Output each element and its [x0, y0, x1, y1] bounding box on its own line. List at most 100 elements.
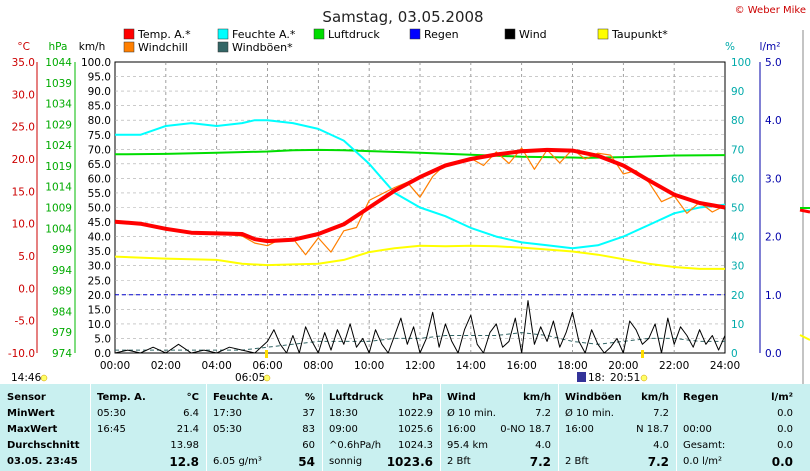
stats-header-row: Regen l/m² [677, 391, 801, 405]
stats-column-rain: Regen l/m² 0.0 00:00 0.0 Gesamt: 0.0 0.0 l/m² 0.… [676, 384, 801, 471]
pressure-tick-label: 984 [52, 306, 72, 318]
wind-tick-label: 5.0 [94, 333, 111, 345]
stats-unit: l/m² [771, 392, 793, 403]
humidity-unit-label: % [725, 41, 735, 53]
stats-cell-label: 0.0 l/m² [683, 456, 722, 467]
rain-unit-label: l/m² [760, 41, 781, 53]
pressure-unit-label: hPa [49, 41, 68, 53]
wind-tick-label: 10.0 [88, 319, 111, 331]
stats-row: 05:30 83 [207, 423, 323, 437]
pressure-tick-label: 1039 [45, 78, 72, 90]
stats-header: Windböen [565, 392, 622, 403]
stats-header-row: Feuchte A.% [207, 391, 323, 405]
chart-title: Samstag, 03.05.2008 [322, 8, 483, 26]
wind-tick-label: 20.0 [88, 290, 111, 302]
stats-header: Temp. A. [97, 392, 146, 403]
stats-cell-value: 21.4 [176, 424, 199, 435]
humidity-tick-label: 60 [731, 173, 744, 185]
wind-tick-label: 65.0 [88, 159, 111, 171]
stats-header-row: Luftdruck hPa [323, 391, 441, 405]
stats-cell-label: ^0.6hPa/h [329, 440, 382, 451]
clock-label: 18: [588, 372, 605, 384]
legend-label: Windböen* [232, 41, 293, 54]
stats-cell-label: 17:30 [213, 408, 242, 419]
x-tick-label: 14:00 [456, 360, 486, 372]
stats-cell-value: 0.0 [771, 455, 793, 469]
legend-label: Wind [519, 28, 547, 41]
temp-tick-label: -5.0 [15, 316, 36, 328]
stats-cell-label: 2 Bft [447, 456, 471, 467]
stats-cell-value: 1024.3 [398, 440, 433, 451]
stats-column-gusts: Windböen km/h Ø 10 min. 7.2 16:00 N 18.7 4.0 2 … [558, 384, 677, 471]
stats-row-label: MaxWert [0, 423, 90, 437]
stats-cell-value: 60 [302, 440, 315, 451]
rain-tick-label: 0.0 [765, 348, 782, 360]
pressure-tick-label: 1024 [45, 140, 72, 152]
humidity-tick-label: 40 [731, 232, 744, 244]
stats-row: sonnig 1023.6 [323, 455, 441, 469]
stats-cell-value: 4.0 [653, 440, 669, 451]
rain-tick-label: 2.0 [765, 232, 782, 244]
temp-tick-label: 5.0 [18, 251, 35, 263]
stats-header-row: Sensor [0, 391, 90, 405]
stats-unit: km/h [641, 392, 669, 403]
legend-label: Regen [424, 28, 459, 41]
sunrise-marker [265, 350, 268, 358]
stats-header: Luftdruck [329, 392, 384, 403]
humidity-tick-label: 30 [731, 261, 744, 273]
wind-tick-label: 70.0 [88, 144, 111, 156]
stats-cell-value: 7.2 [653, 408, 669, 419]
humidity-tick-label: 0 [731, 348, 738, 360]
chart-series [114, 119, 726, 354]
temp-tick-label: 25.0 [12, 122, 35, 134]
stats-row-label-text: MinWert [7, 408, 55, 419]
stats-row-label-text: MaxWert [7, 424, 58, 435]
weather-chart: Samstag, 03.05.2008 © Weber Mike Temp. A… [8, 5, 810, 384]
rain-tick-label: 4.0 [765, 115, 782, 127]
stats-header: Regen [683, 392, 719, 403]
stats-row: 09:00 1025.6 [323, 423, 441, 437]
temp-tick-label: 10.0 [12, 219, 35, 231]
stats-column-wind: Wind km/h Ø 10 min. 7.2 16:00 0-NO 18.7 95.4 k… [440, 384, 559, 471]
humidity-tick-label: 90 [731, 86, 744, 98]
humidity-tick-label: 100 [731, 57, 751, 69]
stats-row: 16:00 0-NO 18.7 [441, 423, 559, 437]
stats-header-row: Windböen km/h [559, 391, 677, 405]
humidity-tick-label: 70 [731, 144, 744, 156]
legend-swatch [123, 41, 135, 53]
sunrise-time: 06:05 [235, 372, 265, 384]
x-tick-label: 10:00 [354, 360, 384, 372]
x-tick-label: 00:00 [100, 360, 130, 372]
stats-cell-label: 00:00 [683, 424, 712, 435]
time-markers: 14:46 06:05 18: 20:51 [11, 350, 648, 384]
x-tick-label: 06:00 [252, 360, 282, 372]
stats-row: 12.8 [91, 455, 207, 469]
wind-tick-label: 75.0 [88, 130, 111, 142]
stats-row: 95.4 km 4.0 [441, 439, 559, 453]
series-line-windb-en [115, 332, 725, 351]
humidity-tick-label: 20 [731, 290, 744, 302]
stats-row: 13.98 [91, 439, 207, 453]
stats-cell-value: 1025.6 [398, 424, 433, 435]
stats-cell-label: 95.4 km [447, 440, 488, 451]
rain-tick-label: 1.0 [765, 290, 782, 302]
stats-cell-value: 54 [298, 455, 315, 469]
stats-cell-value: 7.2 [647, 455, 669, 469]
wind-tick-label: 45.0 [88, 217, 111, 229]
stats-row-label: 03.05. 23:45 [0, 455, 90, 469]
stats-header: Feuchte A. [213, 392, 274, 403]
x-tick-label: 16:00 [507, 360, 537, 372]
legend-label: Feuchte A.* [232, 28, 296, 41]
sunrise-icon [263, 374, 271, 382]
stats-row: 2 Bft 7.2 [441, 455, 559, 469]
stats-cell-label: Ø 10 min. [447, 408, 496, 419]
stats-row: 0.0 l/m² 0.0 [677, 455, 801, 469]
stats-row: 18:30 1022.9 [323, 407, 441, 421]
pressure-tick-label: 994 [52, 265, 72, 277]
wind-tick-label: 55.0 [88, 188, 111, 200]
stats-cell-value: 1023.6 [386, 455, 433, 469]
stats-row: 6.05 g/m³ 54 [207, 455, 323, 469]
x-tick-label: 20:00 [608, 360, 638, 372]
x-tick-label: 22:00 [659, 360, 689, 372]
rain-tick-label: 5.0 [765, 57, 782, 69]
